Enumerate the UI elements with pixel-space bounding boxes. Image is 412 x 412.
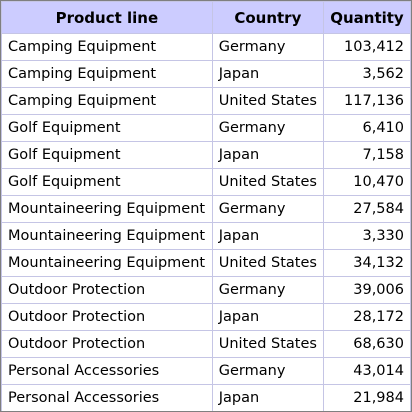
table-row: Golf Equipment Germany 6,410 xyxy=(1,114,411,142)
country-cell: Germany xyxy=(211,195,324,223)
table-row: Personal Accessories Germany 43,014 xyxy=(1,357,411,385)
product-line-cell: Camping Equipment xyxy=(1,87,213,115)
table-row: Mountaineering Equipment United States 3… xyxy=(1,249,411,277)
product-line-cell: Outdoor Protection xyxy=(1,276,213,304)
quantity-cell: 27,584 xyxy=(322,195,411,223)
product-line-cell: Mountaineering Equipment xyxy=(1,195,213,223)
country-cell: Germany xyxy=(211,33,324,61)
quantity-cell: 103,412 xyxy=(322,33,411,61)
country-cell: United States xyxy=(211,168,324,196)
country-cell: Germany xyxy=(211,357,324,385)
table-row: Mountaineering Equipment Japan 3,330 xyxy=(1,222,411,250)
product-line-cell: Personal Accessories xyxy=(1,384,213,411)
table-row: Personal Accessories Japan 21,984 xyxy=(1,384,411,411)
product-line-cell: Golf Equipment xyxy=(1,141,213,169)
product-line-cell: Mountaineering Equipment xyxy=(1,222,213,250)
country-cell: Japan xyxy=(211,384,324,411)
table-row: Camping Equipment Japan 3,562 xyxy=(1,60,411,88)
product-line-cell: Golf Equipment xyxy=(1,168,213,196)
country-cell: Japan xyxy=(211,303,324,331)
product-line-cell: Camping Equipment xyxy=(1,33,213,61)
country-cell: United States xyxy=(211,249,324,277)
product-line-cell: Personal Accessories xyxy=(1,357,213,385)
table-row: Outdoor Protection United States 68,630 xyxy=(1,330,411,358)
country-cell: Japan xyxy=(211,60,324,88)
table-row: Golf Equipment United States 10,470 xyxy=(1,168,411,196)
product-line-cell: Camping Equipment xyxy=(1,60,213,88)
table-row: Camping Equipment Germany 103,412 xyxy=(1,33,411,61)
quantity-cell: 28,172 xyxy=(322,303,411,331)
header-row: Product line Country Quantity xyxy=(1,1,411,34)
table-row: Camping Equipment United States 117,136 xyxy=(1,87,411,115)
table-row: Golf Equipment Japan 7,158 xyxy=(1,141,411,169)
country-cell: United States xyxy=(211,330,324,358)
country-cell: Japan xyxy=(211,141,324,169)
country-cell: Germany xyxy=(211,114,324,142)
quantity-cell: 10,470 xyxy=(322,168,411,196)
quantity-cell: 3,562 xyxy=(322,60,411,88)
table-row: Mountaineering Equipment Germany 27,584 xyxy=(1,195,411,223)
table-row: Outdoor Protection Germany 39,006 xyxy=(1,276,411,304)
column-header-product-line[interactable]: Product line xyxy=(1,1,213,34)
country-cell: Japan xyxy=(211,222,324,250)
quantity-cell: 43,014 xyxy=(322,357,411,385)
country-cell: Germany xyxy=(211,276,324,304)
quantity-cell: 7,158 xyxy=(322,141,411,169)
product-line-cell: Outdoor Protection xyxy=(1,303,213,331)
product-line-cell: Golf Equipment xyxy=(1,114,213,142)
quantity-cell: 68,630 xyxy=(322,330,411,358)
quantity-cell: 21,984 xyxy=(322,384,411,411)
quantity-cell: 6,410 xyxy=(322,114,411,142)
product-line-cell: Outdoor Protection xyxy=(1,330,213,358)
quantity-cell: 39,006 xyxy=(322,276,411,304)
column-header-country[interactable]: Country xyxy=(211,1,324,34)
table-body: Camping Equipment Germany 103,412 Campin… xyxy=(1,33,411,411)
product-line-cell: Mountaineering Equipment xyxy=(1,249,213,277)
quantity-cell: 117,136 xyxy=(322,87,411,115)
column-header-quantity[interactable]: Quantity xyxy=(322,1,411,34)
country-cell: United States xyxy=(211,87,324,115)
table-row: Outdoor Protection Japan 28,172 xyxy=(1,303,411,331)
quantity-cell: 3,330 xyxy=(322,222,411,250)
quantity-cell: 34,132 xyxy=(322,249,411,277)
